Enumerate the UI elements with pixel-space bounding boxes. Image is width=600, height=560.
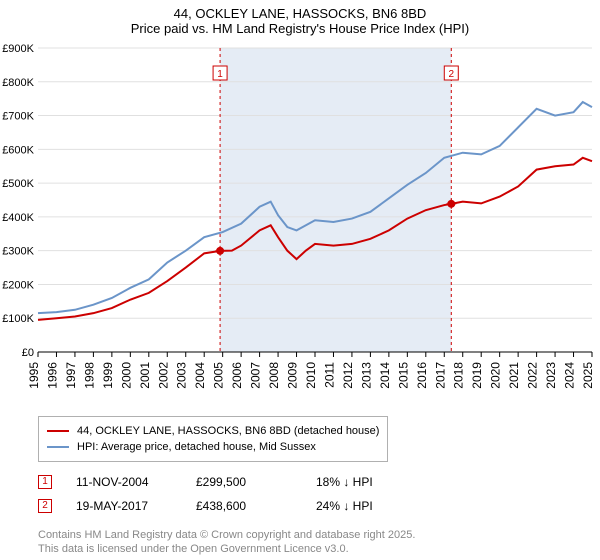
x-axis-label: 2008 bbox=[267, 362, 281, 389]
x-axis-label: 2011 bbox=[322, 362, 336, 388]
datapoint-price: £438,600 bbox=[196, 499, 316, 513]
x-axis-label: 2002 bbox=[156, 362, 170, 389]
x-axis-label: 2022 bbox=[526, 362, 540, 389]
x-axis-label: 2024 bbox=[563, 362, 577, 389]
title-main: 44, OCKLEY LANE, HASSOCKS, BN6 8BD bbox=[0, 6, 600, 21]
legend-label: 44, OCKLEY LANE, HASSOCKS, BN6 8BD (deta… bbox=[77, 425, 379, 437]
x-axis-label: 2006 bbox=[230, 362, 244, 389]
sale-marker-label: 1 bbox=[217, 69, 223, 80]
x-axis-label: 2005 bbox=[212, 362, 226, 389]
x-axis-label: 2000 bbox=[119, 362, 133, 389]
footer-line-2: This data is licensed under the Open Gov… bbox=[38, 542, 600, 556]
x-axis-label: 2019 bbox=[470, 362, 484, 389]
x-axis-label: 1999 bbox=[101, 362, 115, 389]
line-chart: £0 £100K £200K £300K £400K £500K £600K £700K £80… bbox=[0, 40, 600, 410]
y-axis-label: £900K bbox=[2, 43, 34, 55]
x-axis-label: 2010 bbox=[304, 362, 318, 389]
footer-line-1: Contains HM Land Registry data © Crown c… bbox=[38, 528, 600, 542]
sale-marker-label: 2 bbox=[449, 69, 455, 80]
y-axis-label: £500K bbox=[2, 178, 34, 190]
y-axis-label: £800K bbox=[2, 77, 34, 89]
datapoint-marker: 1 bbox=[38, 475, 52, 489]
datapoint-price: £299,500 bbox=[196, 475, 316, 489]
x-axis-label: 2015 bbox=[396, 362, 410, 389]
footer-attribution: Contains HM Land Registry data © Crown c… bbox=[38, 528, 600, 556]
x-axis-label: 2021 bbox=[507, 362, 521, 389]
x-axis-label: 2004 bbox=[193, 362, 207, 389]
chart-title-block: 44, OCKLEY LANE, HASSOCKS, BN6 8BD Price… bbox=[0, 0, 600, 40]
chart-container: £0 £100K £200K £300K £400K £500K £600K £700K £80… bbox=[0, 40, 600, 410]
x-axis-label: 1996 bbox=[45, 362, 59, 389]
legend-item: HPI: Average price, detached house, Mid … bbox=[47, 439, 379, 455]
x-axis-label: 2001 bbox=[138, 362, 152, 389]
datapoint-delta: 24% ↓ HPI bbox=[316, 499, 436, 513]
x-axis-label: 2016 bbox=[415, 362, 429, 389]
datapoint-delta: 18% ↓ HPI bbox=[316, 475, 436, 489]
x-axis-label: 2007 bbox=[249, 362, 263, 389]
datapoint-date: 19-MAY-2017 bbox=[76, 499, 196, 513]
y-axis-label: £200K bbox=[2, 279, 34, 291]
datapoint-marker: 2 bbox=[38, 499, 52, 513]
x-axis-label: 2003 bbox=[175, 362, 189, 389]
y-axis-label: £100K bbox=[2, 313, 34, 325]
legend-swatch bbox=[47, 446, 69, 448]
legend-item: 44, OCKLEY LANE, HASSOCKS, BN6 8BD (deta… bbox=[47, 423, 379, 439]
x-axis-label: 2023 bbox=[544, 362, 558, 389]
x-axis-label: 2018 bbox=[452, 362, 466, 389]
x-axis-label: 1995 bbox=[27, 362, 41, 389]
legend-swatch bbox=[47, 430, 69, 432]
y-axis-label: £400K bbox=[2, 212, 34, 224]
x-axis-label: 1998 bbox=[82, 362, 96, 389]
x-axis-label: 2012 bbox=[341, 362, 355, 389]
y-axis-label: £300K bbox=[2, 246, 34, 258]
sale-datapoints: 1 11-NOV-2004£299,50018% ↓ HPI 2 19-MAY-201… bbox=[38, 470, 600, 518]
legend-label: HPI: Average price, detached house, Mid … bbox=[77, 441, 316, 453]
x-axis-label: 2020 bbox=[489, 362, 503, 389]
x-axis-label: 1997 bbox=[64, 362, 78, 389]
x-axis-label: 2013 bbox=[359, 362, 373, 389]
datapoint-row: 2 19-MAY-2017£438,60024% ↓ HPI bbox=[38, 494, 600, 518]
x-axis-label: 2009 bbox=[286, 362, 300, 389]
y-axis-label: £700K bbox=[2, 111, 34, 123]
datapoint-date: 11-NOV-2004 bbox=[76, 475, 196, 489]
title-sub: Price paid vs. HM Land Registry's House … bbox=[0, 21, 600, 36]
x-axis-label: 2014 bbox=[378, 362, 392, 389]
y-axis-label: £600K bbox=[2, 144, 34, 156]
y-axis-label: £0 bbox=[22, 347, 34, 359]
x-axis-label: 2017 bbox=[433, 362, 447, 389]
chart-legend: 44, OCKLEY LANE, HASSOCKS, BN6 8BD (deta… bbox=[38, 416, 388, 462]
datapoint-row: 1 11-NOV-2004£299,50018% ↓ HPI bbox=[38, 470, 600, 494]
x-axis-label: 2025 bbox=[581, 362, 595, 389]
